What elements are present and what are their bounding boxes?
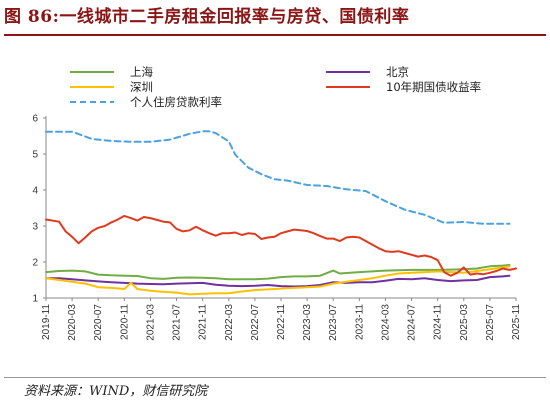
x-tick-label: 2021-11 xyxy=(198,304,209,340)
y-tick-label: 1 xyxy=(32,294,38,305)
x-tick-label: 2023-11 xyxy=(354,304,365,340)
legend-label-1: 北京 xyxy=(386,65,409,79)
x-tick-label: 2023-07 xyxy=(328,304,339,341)
y-tick-label: 2 xyxy=(32,258,38,269)
series-line-2 xyxy=(45,265,511,296)
series-line-3 xyxy=(45,214,517,277)
y-tick-label: 6 xyxy=(32,114,38,125)
x-tick-label: 2024-11 xyxy=(433,304,444,340)
figure-title: 图 86:一线城市二手房租金回报率与房贷、国债利率 xyxy=(4,7,410,27)
legend-label-2: 深圳 xyxy=(130,80,153,94)
x-tick-label: 2024-03 xyxy=(380,304,391,341)
x-tick-label: 2025-11 xyxy=(511,304,522,340)
series-line-1 xyxy=(45,274,511,288)
x-tick-label: 2021-03 xyxy=(145,304,156,341)
x-tick-label: 2020-07 xyxy=(93,304,104,341)
x-tick-label: 2022-03 xyxy=(224,304,235,341)
x-tick-label: 2021-07 xyxy=(172,304,183,341)
title-divider xyxy=(4,34,546,36)
legend-label-4: 个人住房贷款利率 xyxy=(130,95,222,109)
legend-label-0: 上海 xyxy=(130,65,153,79)
x-tick-label: 2022-11 xyxy=(276,304,287,340)
x-tick-label: 2020-03 xyxy=(67,304,78,341)
x-tick-label: 2024-07 xyxy=(407,304,418,341)
y-tick-label: 3 xyxy=(32,222,38,233)
x-tick-label: 2025-07 xyxy=(485,304,496,341)
x-tick-label: 2023-03 xyxy=(302,304,313,341)
series-line-0 xyxy=(45,263,511,281)
x-tick-label: 2020-11 xyxy=(119,304,130,340)
x-tick-label: 2019-11 xyxy=(41,304,52,340)
legend-label-3: 10年期国债收益率 xyxy=(386,80,481,94)
y-tick-label: 4 xyxy=(32,186,38,197)
source-divider xyxy=(4,377,546,378)
series-line-4 xyxy=(45,130,511,225)
line-chart: 1 2 3 4 5 6 2019-11 2020-03 2020-07 2020-11 2021-0… xyxy=(32,65,522,341)
y-tick-label: 5 xyxy=(32,150,38,161)
x-tick-label: 2022-07 xyxy=(250,304,261,341)
source-note: 资料来源：WIND，财信研究院 xyxy=(24,384,208,399)
x-tick-label: 2025-03 xyxy=(459,304,470,341)
